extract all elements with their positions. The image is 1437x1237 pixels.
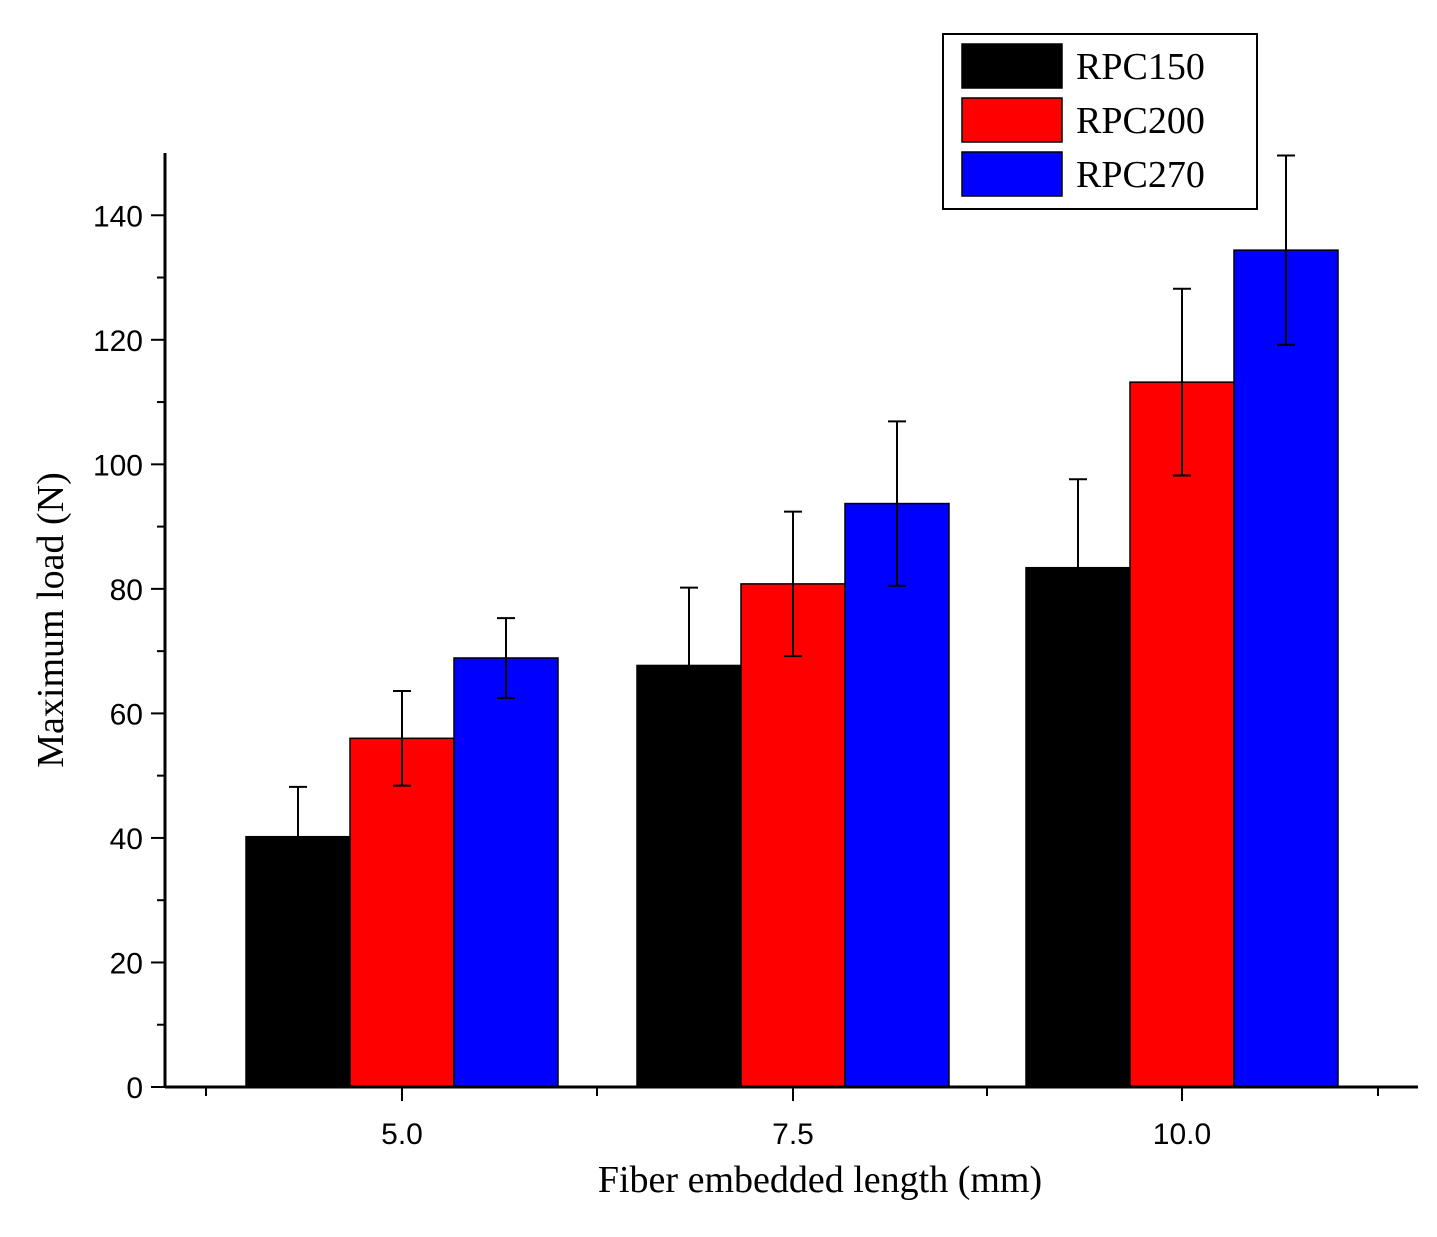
y-tick-label: 100: [93, 449, 143, 482]
bar-rpc270-7-5: [844, 502, 950, 1088]
y-tick-label: 60: [110, 698, 143, 731]
y-tick-label: 40: [110, 823, 143, 856]
y-tick-label: 140: [93, 200, 143, 233]
legend: RPC150 RPC200 RPC270: [942, 33, 1258, 210]
bar-rpc200-7-5: [740, 583, 846, 1088]
y-axis-title: Maximum load (N): [30, 472, 72, 768]
legend-label-rpc150: RPC150: [1076, 46, 1205, 88]
y-tick-label: 120: [93, 325, 143, 358]
y-tick-label: 20: [110, 947, 143, 980]
x-tick-label: 7.5: [772, 1118, 814, 1151]
bar-rpc200-5-0: [349, 737, 455, 1088]
bar-rpc270-5-0: [453, 657, 559, 1088]
legend-swatch-rpc150: [961, 43, 1063, 89]
axes-layer: 0 20 40 60 80 100 120 140 5.0 7.5 10.0: [93, 153, 1418, 1151]
bar-rpc200-10-0: [1129, 381, 1235, 1088]
x-tick-label: 10.0: [1153, 1118, 1211, 1151]
x-axis-title: Fiber embedded length (mm): [598, 1159, 1042, 1201]
legend-label-rpc270: RPC270: [1076, 154, 1205, 196]
bar-rpc270-10-0: [1233, 249, 1339, 1088]
y-tick-label: 80: [110, 574, 143, 607]
legend-label-rpc200: RPC200: [1076, 100, 1205, 142]
legend-swatch-rpc200: [961, 97, 1063, 143]
error-bars-layer: [289, 154, 1295, 888]
y-tick-label: 0: [126, 1072, 143, 1105]
bars-layer: [245, 249, 1339, 1088]
x-tick-label: 5.0: [381, 1118, 423, 1151]
legend-swatch-rpc270: [961, 151, 1063, 197]
